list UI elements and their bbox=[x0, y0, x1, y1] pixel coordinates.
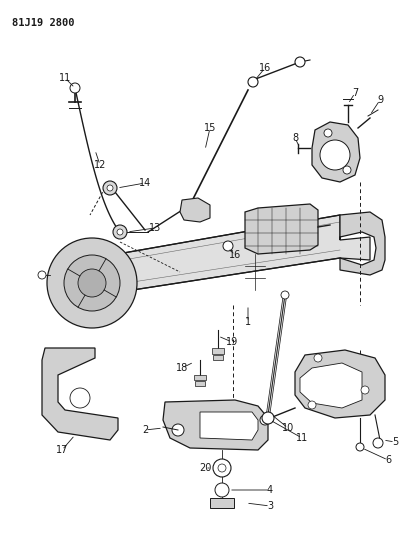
Polygon shape bbox=[42, 348, 118, 440]
Bar bbox=[213, 355, 223, 360]
Text: 11: 11 bbox=[296, 433, 308, 443]
Circle shape bbox=[70, 83, 80, 93]
Polygon shape bbox=[295, 350, 385, 418]
Bar bbox=[195, 381, 205, 386]
Text: 81J19 2800: 81J19 2800 bbox=[12, 18, 74, 28]
Bar bbox=[194, 375, 206, 380]
Circle shape bbox=[262, 412, 274, 424]
Text: 1: 1 bbox=[245, 317, 251, 327]
Circle shape bbox=[218, 464, 226, 472]
Circle shape bbox=[320, 140, 350, 170]
Text: 19: 19 bbox=[226, 337, 238, 347]
Circle shape bbox=[343, 166, 351, 174]
Circle shape bbox=[281, 291, 289, 299]
Circle shape bbox=[172, 424, 184, 436]
Circle shape bbox=[107, 185, 113, 191]
Circle shape bbox=[260, 415, 270, 425]
Bar bbox=[210, 498, 234, 508]
Polygon shape bbox=[340, 212, 385, 275]
Polygon shape bbox=[180, 198, 210, 222]
Text: 16: 16 bbox=[259, 63, 271, 73]
Text: 10: 10 bbox=[282, 423, 294, 433]
Text: 16: 16 bbox=[229, 250, 241, 260]
Text: 4: 4 bbox=[267, 485, 273, 495]
Text: 18: 18 bbox=[176, 363, 188, 373]
Text: 15: 15 bbox=[204, 123, 216, 133]
Text: 2: 2 bbox=[142, 425, 148, 435]
Circle shape bbox=[356, 443, 364, 451]
Circle shape bbox=[373, 438, 383, 448]
Text: 11: 11 bbox=[59, 73, 71, 83]
Text: 20: 20 bbox=[199, 463, 211, 473]
Circle shape bbox=[361, 386, 369, 394]
Text: 13: 13 bbox=[149, 223, 161, 233]
Circle shape bbox=[103, 181, 117, 195]
Text: 9: 9 bbox=[377, 95, 383, 105]
Text: 7: 7 bbox=[352, 88, 358, 98]
Text: 14: 14 bbox=[139, 178, 151, 188]
Circle shape bbox=[64, 255, 120, 311]
Circle shape bbox=[38, 271, 46, 279]
Polygon shape bbox=[200, 412, 258, 440]
Circle shape bbox=[308, 401, 316, 409]
Circle shape bbox=[215, 483, 229, 497]
Polygon shape bbox=[300, 363, 362, 408]
Polygon shape bbox=[55, 215, 370, 302]
Polygon shape bbox=[163, 400, 268, 450]
Circle shape bbox=[295, 57, 305, 67]
Text: 17: 17 bbox=[56, 445, 68, 455]
Text: 8: 8 bbox=[292, 133, 298, 143]
Circle shape bbox=[113, 225, 127, 239]
Circle shape bbox=[248, 77, 258, 87]
Text: 5: 5 bbox=[392, 437, 398, 447]
Circle shape bbox=[213, 459, 231, 477]
Polygon shape bbox=[312, 122, 360, 182]
Circle shape bbox=[223, 241, 233, 251]
Text: 6: 6 bbox=[385, 455, 391, 465]
Polygon shape bbox=[245, 204, 318, 254]
Text: 12: 12 bbox=[94, 160, 106, 170]
Circle shape bbox=[117, 229, 123, 235]
Circle shape bbox=[47, 238, 137, 328]
Bar bbox=[212, 348, 224, 354]
Circle shape bbox=[70, 388, 90, 408]
Circle shape bbox=[314, 354, 322, 362]
Text: 3: 3 bbox=[267, 501, 273, 511]
Circle shape bbox=[78, 269, 106, 297]
Circle shape bbox=[324, 129, 332, 137]
